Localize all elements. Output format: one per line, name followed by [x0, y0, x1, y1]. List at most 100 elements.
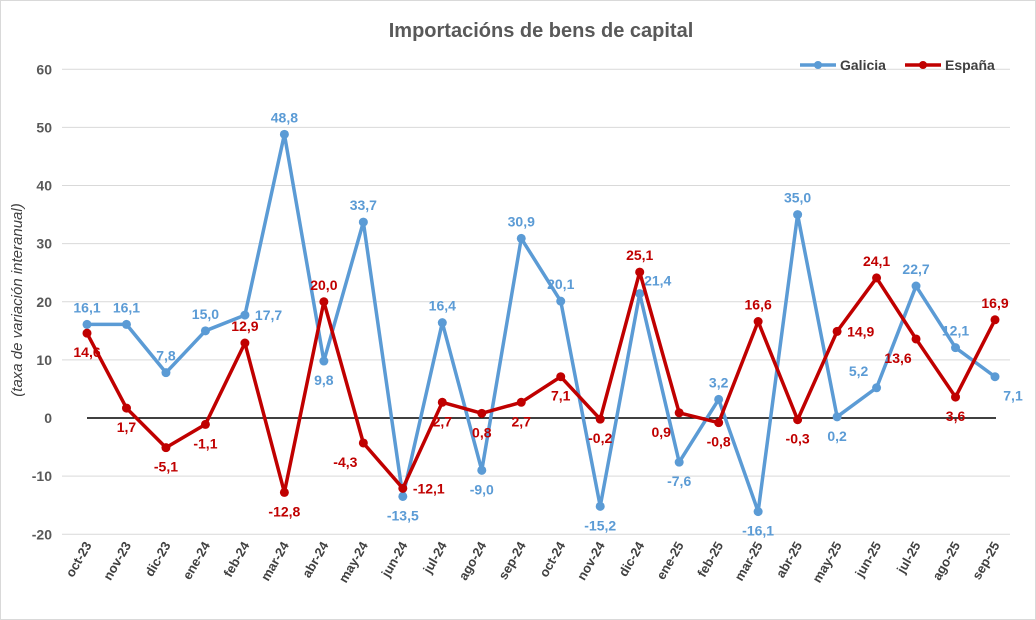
data-point [674, 457, 684, 467]
x-tick-label: jul-24 [419, 538, 450, 576]
gridlines [62, 68, 1010, 535]
data-label: 7,1 [551, 388, 571, 404]
x-tick-label: jun-25 [852, 539, 885, 581]
data-label: -12,1 [413, 480, 445, 496]
y-tick-label: 50 [36, 119, 52, 135]
data-point [753, 317, 763, 327]
data-point [319, 356, 329, 366]
data-point [674, 408, 684, 418]
data-label: 7,1 [1003, 388, 1023, 404]
data-point [398, 491, 408, 501]
data-point [911, 334, 921, 344]
data-point [121, 319, 131, 329]
data-point [121, 403, 131, 413]
data-label: 5,2 [849, 363, 869, 379]
data-point [516, 233, 526, 243]
data-label: -0,3 [786, 431, 810, 447]
series-españa: 14,6 1,7 -5,1 -1,1 12,9 -12,8 20,0 -4,3 -12,1 2,7… [73, 247, 1008, 519]
legend-marker [814, 61, 822, 69]
y-axis-label: (taxa de variación interanual) [9, 203, 26, 396]
data-label: 21,4 [644, 273, 671, 289]
x-tick-label: jun-24 [378, 538, 411, 580]
data-point [990, 315, 1000, 325]
data-point [714, 418, 724, 428]
data-point [832, 326, 842, 336]
data-point [990, 372, 1000, 382]
series-line [85, 270, 997, 495]
data-label: -4,3 [333, 454, 357, 470]
data-point [398, 483, 408, 493]
data-point [477, 408, 487, 418]
data-label: -0,8 [707, 434, 731, 450]
data-point [358, 217, 368, 227]
legend: Galicia España [800, 57, 995, 73]
data-point [200, 419, 210, 429]
data-point [635, 267, 645, 277]
data-label: 1,7 [117, 419, 137, 435]
data-point [279, 129, 289, 139]
legend-item-españa: España [905, 57, 995, 73]
data-label: 16,4 [429, 298, 456, 314]
data-label: 20,1 [547, 276, 574, 292]
data-point [714, 394, 724, 404]
y-tick-label: 60 [36, 61, 52, 77]
data-label: 3,6 [946, 408, 966, 424]
data-label: -15,2 [584, 517, 616, 533]
data-point [911, 281, 921, 291]
data-point [161, 368, 171, 378]
data-label: 16,9 [981, 295, 1008, 311]
data-point [82, 328, 92, 338]
x-tick-label: ene-25 [653, 539, 687, 582]
x-tick-label: abr-24 [299, 538, 332, 580]
x-tick-label: jul-25 [893, 539, 923, 577]
x-tick-label: nov-23 [100, 539, 134, 583]
x-tick-label: ago-25 [929, 539, 963, 583]
data-label: -16,1 [742, 523, 774, 539]
y-tick-label: 30 [36, 236, 52, 252]
data-point [951, 343, 961, 353]
data-label: 14,9 [847, 323, 874, 339]
data-label: 9,8 [314, 372, 334, 388]
data-point [437, 397, 447, 407]
data-label: -13,5 [387, 507, 419, 523]
chart-title: Importacións de bens de capital [389, 20, 694, 42]
x-tick-label: mar-25 [731, 539, 765, 583]
series-galicia: 16,1 16,1 7,8 15,0 17,7 48,8 9,8 33,7 -13,5 16,4 -… [73, 109, 1023, 538]
data-label: 2,7 [512, 413, 532, 429]
series-group: 16,1 16,1 7,8 15,0 17,7 48,8 9,8 33,7 -13,5 16,4 -… [73, 109, 1023, 538]
data-point [82, 319, 92, 329]
data-point [872, 383, 882, 393]
x-tick-label: dic-24 [616, 538, 648, 579]
y-tick-label: -20 [32, 526, 52, 542]
data-label: -12,8 [268, 503, 300, 519]
data-label: 30,9 [508, 213, 535, 229]
data-label: 13,6 [884, 350, 911, 366]
x-tick-label: feb-24 [220, 538, 253, 579]
x-tick-label: ago-24 [455, 538, 489, 582]
x-tick-label: sep-24 [495, 538, 529, 582]
y-tick-label: 40 [36, 178, 52, 194]
data-label: 24,1 [863, 253, 890, 269]
y-tick-label: 0 [44, 410, 52, 426]
data-label: 0,9 [651, 424, 671, 440]
x-tick-label: oct-23 [62, 539, 94, 580]
x-tick-label: mar-24 [258, 538, 293, 583]
data-label: -9,0 [470, 481, 494, 497]
data-point [240, 338, 250, 348]
x-axis-ticks: oct-23 nov-23 dic-23 ene-24 feb-24 mar-24 abr-… [62, 538, 1002, 585]
data-label: 2,7 [433, 413, 453, 429]
data-label: 7,8 [156, 348, 176, 364]
data-point [951, 392, 961, 402]
x-tick-label: sep-25 [969, 539, 1003, 582]
y-tick-label: 20 [36, 294, 52, 310]
x-tick-label: feb-25 [694, 539, 726, 580]
x-tick-label: dic-23 [142, 539, 174, 579]
data-point [556, 372, 566, 382]
data-label: 14,6 [73, 344, 100, 360]
data-point [595, 501, 605, 511]
data-label: 22,7 [902, 261, 929, 277]
legend-item-galicia: Galicia [800, 57, 886, 73]
data-label: 25,1 [626, 247, 653, 263]
data-label: 48,8 [271, 109, 298, 125]
